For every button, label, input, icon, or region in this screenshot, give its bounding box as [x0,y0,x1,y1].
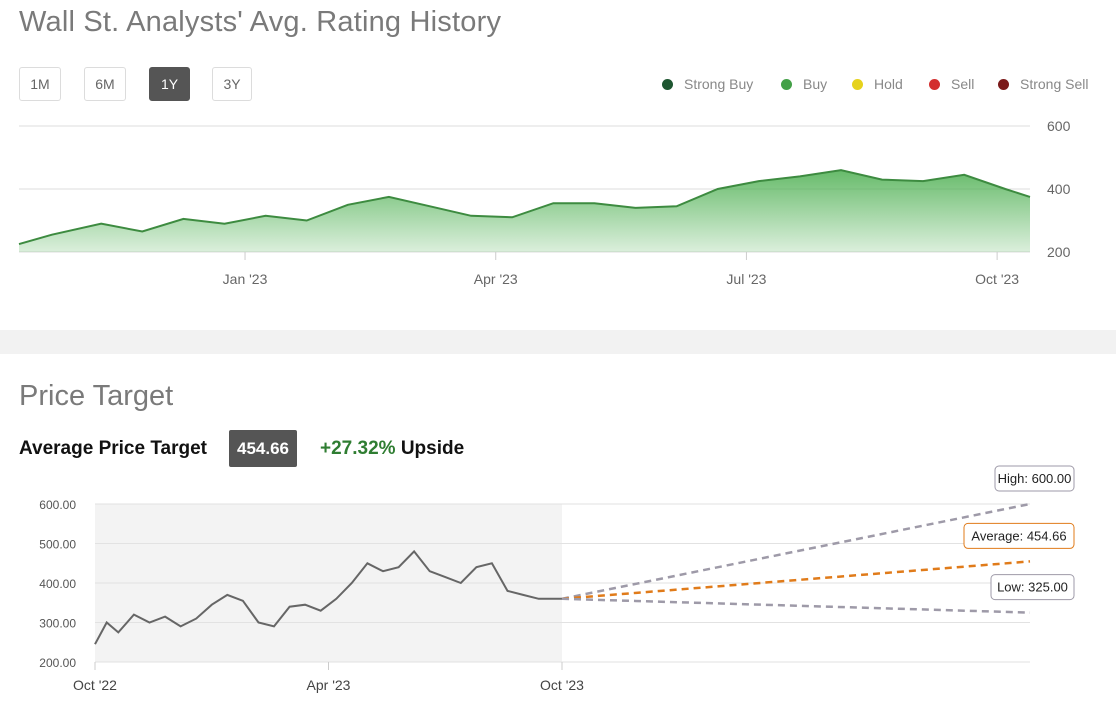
range-button-1y[interactable]: 1Y [149,67,190,101]
x-tick-label: Oct '22 [73,677,117,693]
projection-label-box-average [963,522,1075,549]
range-button-1m[interactable]: 1M [19,67,61,101]
y-tick-label: 400.00 [39,577,76,591]
price-history-line [94,549,562,645]
legend-dot-buy [781,78,792,90]
rating-history-title: Wall St. Analysts' Avg. Rating History [19,6,502,38]
rating-history-chart: Jan '23 Apr '23 Jul '23 Oct '23 200 400 600 [18,118,1071,287]
legend-label-buy: Buy [803,76,828,92]
x-tick-label: Jan '23 [223,271,268,287]
rating-area-fill [19,170,1030,252]
rating-history-panel: Wall St. Analysts' Avg. Rating History 1… [0,0,1116,330]
upside-percent: +27.32% [320,438,396,459]
legend-label-strong-sell: Strong Sell [1020,76,1089,92]
legend-label-sell: Sell [951,76,975,92]
rating-area-line [18,169,1031,246]
projection-line-average [561,560,1031,601]
y-tick-label: 200.00 [39,656,76,670]
upside-word: Upside [400,438,465,459]
y-tick-label: 300.00 [39,617,76,631]
section-separator [0,330,1116,354]
range-button-6m[interactable]: 6M [84,67,126,101]
x-tick-label: Apr '23 [474,271,518,287]
x-tick-label: Apr '23 [307,677,351,693]
legend-strong-buy[interactable]: Strong Buy [662,76,753,92]
range-button-3y[interactable]: 3Y [212,67,252,101]
legend-buy[interactable]: Buy [781,76,827,92]
legend-label-hold: Hold [874,76,903,92]
y-tick-label: 600 [1047,118,1071,134]
y-tick-label: 200 [1047,244,1071,260]
projection-label-box-low [990,574,1075,601]
legend-sell[interactable]: Sell [929,76,974,92]
y-tick-label: 500.00 [39,538,76,552]
upside-text: +27.32% Upside [320,438,464,460]
projection-label-low: Low: 325.00 [997,580,1068,595]
legend-dot-strong-buy [662,78,673,90]
legend-dot-hold [852,78,863,90]
price-target-panel: Price Target Average Price Target 454.66… [0,354,1116,705]
y-tick-label: 400 [1047,181,1071,197]
projection-line-high [561,502,1031,601]
legend-hold[interactable]: Hold [852,76,903,92]
legend-dot-sell [929,78,940,90]
projection-label-box-high [994,465,1075,492]
legend-strong-sell[interactable]: Strong Sell [998,76,1088,92]
projection-label-high: High: 600.00 [998,471,1072,486]
average-price-target-value: 454.66 [229,430,297,467]
y-tick-label: 600.00 [39,498,76,512]
average-price-target-label: Average Price Target [19,438,207,459]
projection-line-low [561,597,1031,614]
price-target-title: Price Target [19,380,174,412]
x-tick-label: Oct '23 [975,271,1019,287]
price-target-chart: High: 600.00 Average: 454.66 Low: 325.00 O… [39,465,1075,693]
x-tick-label: Oct '23 [540,677,584,693]
legend-dot-strong-sell [998,78,1009,90]
legend-label-strong-buy: Strong Buy [684,76,754,92]
projection-label-average: Average: 454.66 [971,528,1066,543]
x-tick-label: Jul '23 [726,271,766,287]
